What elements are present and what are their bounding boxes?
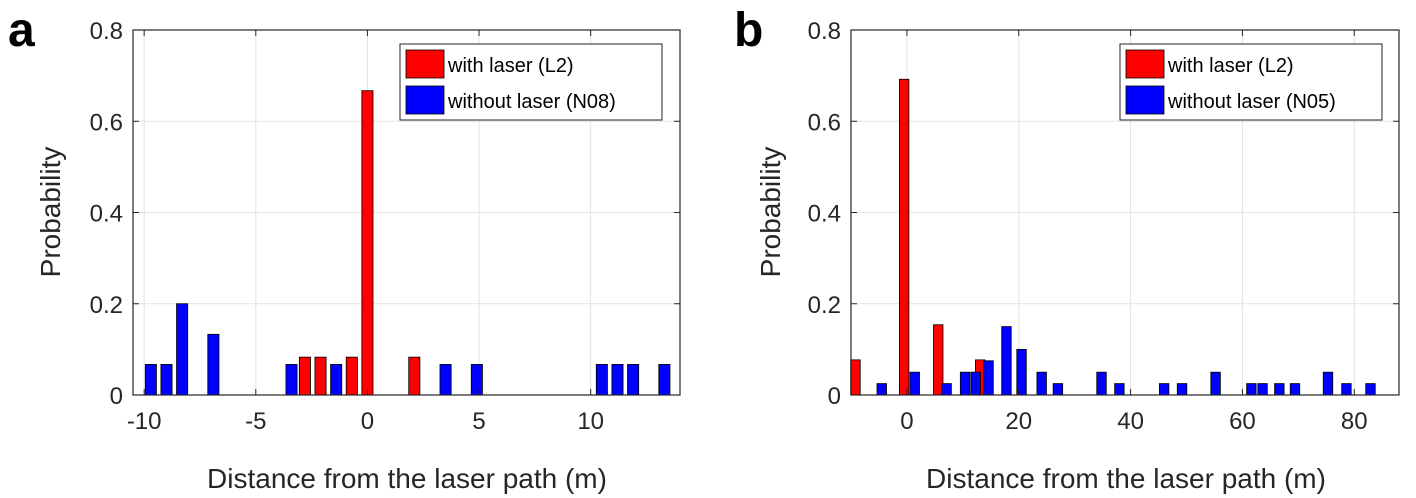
panel-a-y-tick-label: 0.8 <box>90 18 123 45</box>
panel-b-bar-without-laser-n05 <box>909 371 920 396</box>
panel-a-bar-without-laser-n08 <box>330 364 343 396</box>
panel-b-bar-without-laser-n05 <box>1176 383 1188 396</box>
panel-a-legend-label-without-laser: without laser (N08) <box>447 91 616 113</box>
panel-a-bar-without-laser-n08 <box>439 364 452 396</box>
panel-a: a -10 -5 0 5 10 0 0.2 0.4 0.6 0.8 Distance from t… <box>8 4 681 494</box>
panel-b-bar-without-laser-n05 <box>1001 326 1012 396</box>
panel-a-bar-with-laser-l2 <box>314 356 327 396</box>
panel-b-x-tick-label: 80 <box>1341 408 1368 435</box>
panel-b-x-tick-label: 0 <box>900 408 913 435</box>
panel-a-bar-with-laser-l2 <box>298 356 311 396</box>
panel-b-bar-without-laser-n05 <box>1114 383 1125 396</box>
panel-a-bar-with-laser-l2 <box>345 356 358 396</box>
panel-b-bar-without-laser-n05 <box>1016 348 1027 396</box>
panel-b-bar-without-laser-n05 <box>1246 383 1257 396</box>
panel-b-y-tick-label: 0.6 <box>808 109 841 136</box>
panel-b-bar-without-laser-n05 <box>970 371 981 396</box>
panel-a-x-tick-label: -10 <box>127 408 162 435</box>
panel-b-y-tick-label: 0 <box>828 383 841 410</box>
panel-b-x-tick-label: 60 <box>1229 408 1256 435</box>
panel-b-legend-label-without-laser: without laser (N05) <box>1167 91 1336 113</box>
panel-a-letter: a <box>8 4 35 57</box>
panel-b-bar-with-laser-l2 <box>898 78 910 396</box>
panel-b-legend: with laser (L2) without laser (N05) <box>1119 43 1383 121</box>
panel-b-legend-swatch-without-laser <box>1125 85 1165 115</box>
panel-b-bar-without-laser-n05 <box>1289 383 1301 396</box>
panel-b-bar-with-laser-l2 <box>850 359 861 396</box>
panel-b-bar-without-laser-n05 <box>1341 383 1352 396</box>
panel-a-y-axis-title: Probability <box>35 147 66 278</box>
panel-b: b 0 20 40 60 80 0 0.2 0.4 0.6 0.8 Distance from t… <box>734 4 1400 494</box>
panel-a-legend: with laser (L2) without laser (N08) <box>399 43 663 121</box>
panel-a-y-tick-label: 0.4 <box>90 201 123 228</box>
panel-a-y-tick-label: 0.6 <box>90 109 123 136</box>
panel-b-bar-without-laser-n05 <box>876 383 887 396</box>
panel-a-x-tick-label: -5 <box>245 408 266 435</box>
panel-a-y-tick-label: 0.2 <box>90 292 123 319</box>
panel-b-y-tick-label: 0.4 <box>808 201 841 228</box>
panel-a-x-tick-label: 0 <box>361 408 374 435</box>
panel-a-bar-without-laser-n08 <box>207 333 220 396</box>
panel-b-bar-without-laser-n05 <box>959 371 971 396</box>
panel-b-bar-without-laser-n05 <box>1036 371 1047 396</box>
panel-b-bar-without-laser-n05 <box>1365 383 1376 396</box>
panel-a-legend-label-with-laser: with laser (L2) <box>447 55 574 77</box>
panel-b-bar-without-laser-n05 <box>1210 371 1221 396</box>
panel-a-legend-swatch-without-laser <box>405 85 445 115</box>
panel-a-bar-without-laser-n08 <box>285 364 298 396</box>
panel-a-bar-without-laser-n08 <box>144 364 157 396</box>
panel-a-bar-with-laser-l2 <box>408 356 421 396</box>
panel-b-bar-without-laser-n05 <box>983 360 994 396</box>
panel-a-bar-without-laser-n08 <box>595 364 608 396</box>
panel-a-legend-swatch-with-laser <box>405 49 445 79</box>
panel-b-letter: b <box>734 4 763 57</box>
panel-a-x-tick-label: 10 <box>577 408 604 435</box>
panel-b-bar-without-laser-n05 <box>1274 383 1285 396</box>
panel-b-legend-label-with-laser: with laser (L2) <box>1167 55 1294 77</box>
panel-a-bar-without-laser-n08 <box>470 364 483 396</box>
panel-b-bar-without-laser-n05 <box>1052 383 1064 396</box>
panel-b-bar-without-laser-n05 <box>1158 383 1170 396</box>
panel-b-y-tick-label: 0.2 <box>808 292 841 319</box>
panel-a-x-tick-label: 5 <box>472 408 485 435</box>
panel-a-bar-without-laser-n08 <box>160 364 173 396</box>
panel-b-x-tick-label: 40 <box>1117 408 1144 435</box>
panel-b-legend-swatch-with-laser <box>1125 49 1165 79</box>
panel-a-bar-without-laser-n08 <box>611 364 624 396</box>
panel-b-y-tick-label: 0.8 <box>808 18 841 45</box>
panel-b-x-tick-label: 20 <box>1005 408 1032 435</box>
panel-a-bar-with-laser-l2 <box>361 90 374 396</box>
panel-b-bar-without-laser-n05 <box>1096 371 1107 396</box>
panel-a-x-axis-title: Distance from the laser path (m) <box>207 463 607 494</box>
panel-a-y-tick-label: 0 <box>110 383 123 410</box>
panel-b-bar-without-laser-n05 <box>1257 383 1268 396</box>
panel-b-bar-without-laser-n05 <box>941 383 952 396</box>
panel-b-x-axis-title: Distance from the laser path (m) <box>926 463 1326 494</box>
panel-a-bar-without-laser-n08 <box>176 303 189 396</box>
panel-b-bar-without-laser-n05 <box>1322 371 1334 396</box>
panel-a-bar-without-laser-n08 <box>658 364 671 396</box>
panel-a-bar-without-laser-n08 <box>627 364 640 396</box>
panel-b-y-axis-title: Probability <box>755 147 786 278</box>
